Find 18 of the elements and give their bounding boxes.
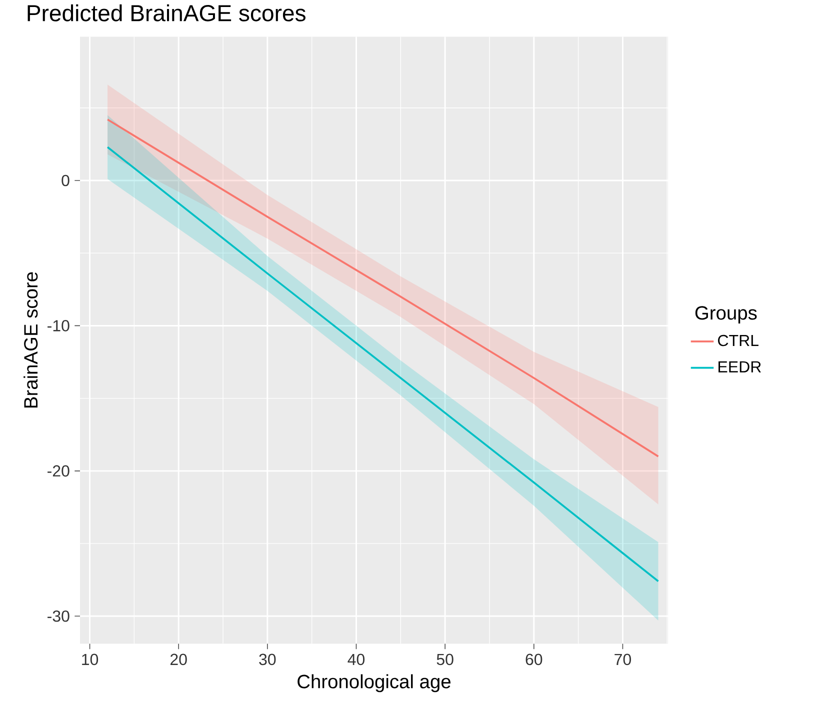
y-axis-title: BrainAGE score: [24, 272, 38, 408]
legend-title: Groups: [695, 306, 757, 324]
x-tick-label: 10: [82, 654, 98, 666]
y-tick-label: -10: [48, 320, 70, 332]
x-tick-label: 20: [170, 654, 187, 666]
x-tick-label: 30: [259, 654, 276, 666]
x-tick-label: 40: [348, 654, 365, 666]
legend-label: EEDR: [718, 361, 761, 372]
line-series: [106, 118, 660, 458]
y-tick-label: 0: [62, 174, 70, 186]
x-tick-label: 60: [526, 654, 542, 666]
y-tick-label: -30: [48, 610, 70, 622]
x-tick-label: 50: [436, 654, 454, 666]
x-axis-title: Chronological age: [298, 674, 450, 692]
y-tick-label: -20: [48, 465, 70, 477]
x-tick-label: 70: [614, 654, 631, 666]
legend-label: CTRL: [718, 334, 758, 346]
chart-title: Predicted BrainAGE scores: [28, 4, 306, 22]
